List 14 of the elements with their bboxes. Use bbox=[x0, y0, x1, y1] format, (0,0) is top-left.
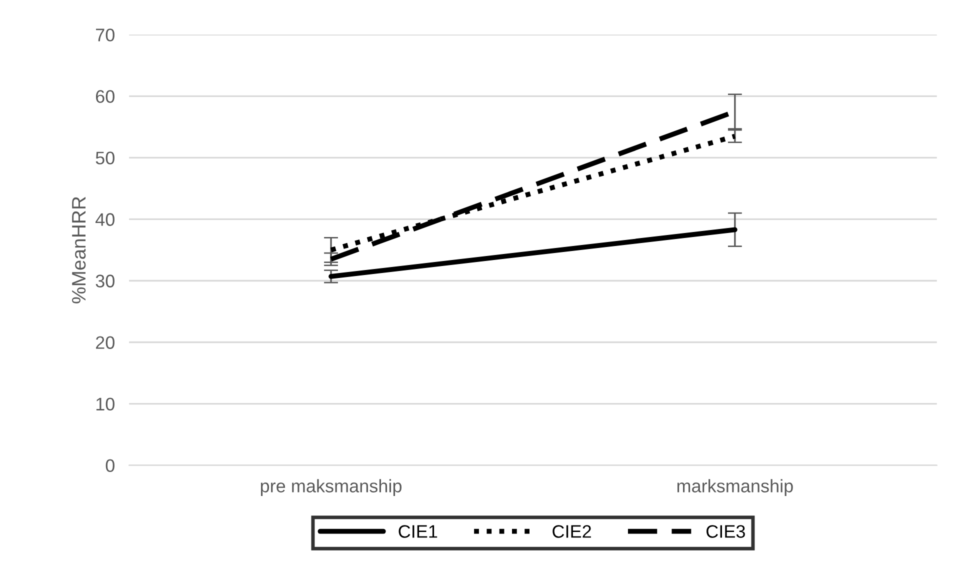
y-axis-title: %MeanHRR bbox=[72, 196, 86, 304]
x-tick-label: marksmanship bbox=[677, 479, 793, 496]
y-tick-label: 20 bbox=[96, 336, 114, 349]
x-tick-label: pre maksmanship bbox=[260, 479, 402, 496]
legend-label: CIE3 bbox=[706, 525, 745, 538]
y-tick-label: 10 bbox=[96, 398, 114, 410]
y-tick-label: 50 bbox=[96, 152, 114, 164]
legend-label: CIE1 bbox=[398, 525, 438, 538]
y-tick-label: 70 bbox=[96, 28, 114, 42]
legend-label: CIE2 bbox=[552, 525, 591, 538]
y-tick-label: 40 bbox=[96, 213, 114, 226]
y-tick-label: 0 bbox=[106, 459, 114, 472]
y-tick-label: 60 bbox=[96, 90, 114, 103]
y-tick-label: 30 bbox=[96, 274, 114, 288]
